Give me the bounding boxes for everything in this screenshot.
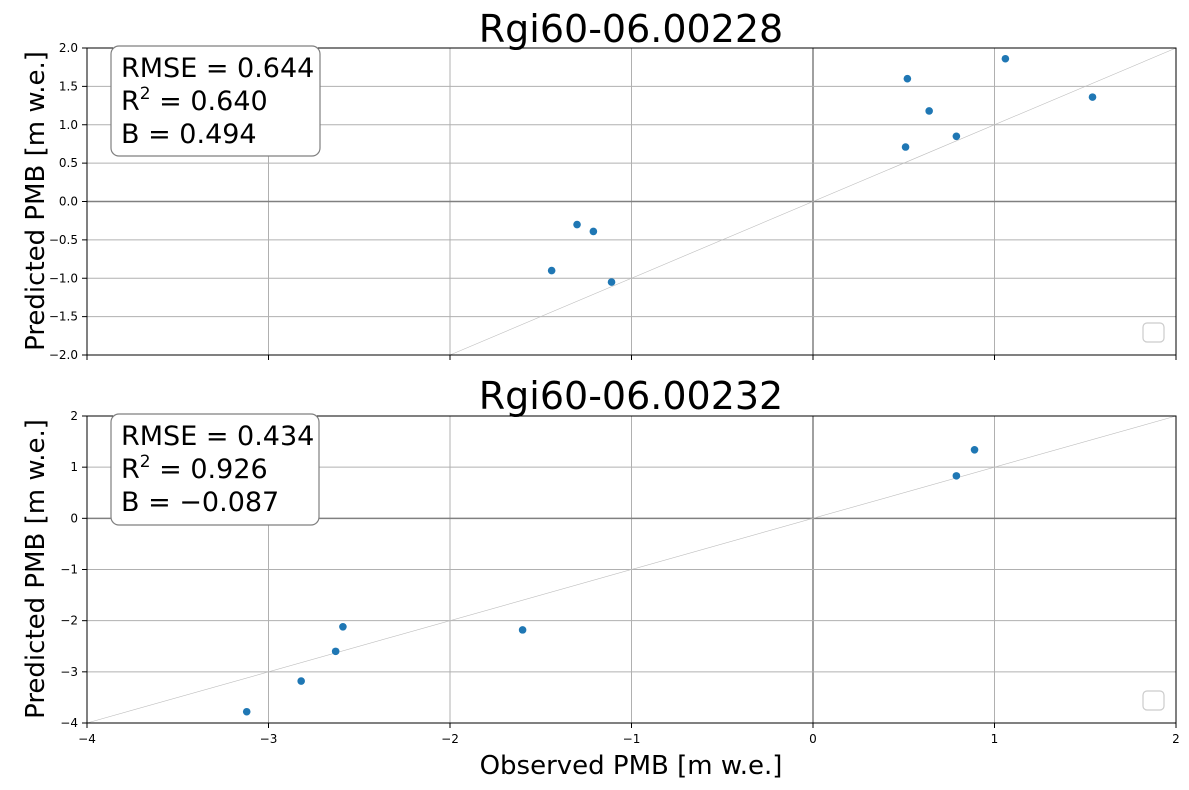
top-y-tick-label: −1.0: [49, 271, 78, 285]
bottom-r2-value: = 0.926: [151, 454, 268, 485]
bottom-x-tick-label: −2: [441, 732, 459, 746]
bottom-y-tick-label: −2: [60, 614, 78, 628]
top-y-tick-label: −2.0: [49, 348, 78, 362]
top-rmse-label: RMSE = 0.644: [121, 53, 314, 84]
top-data-point: [901, 143, 910, 151]
bottom-identity-line: [86, 415, 1177, 724]
bottom-panel-stats-box: RMSE = 0.434 R2 = 0.926 B = −0.087: [110, 413, 320, 526]
bottom-x-tick-label: 2: [1172, 732, 1180, 746]
top-panel-empty-legend: [1142, 322, 1165, 343]
top-y-tick-label: 0.5: [59, 156, 78, 170]
top-panel-y-axis-label: Predicted PMB [m w.e.]: [21, 51, 51, 351]
top-stats-box-frame: [110, 45, 321, 157]
bottom-data-point: [339, 623, 347, 631]
bottom-data-point: [518, 626, 527, 634]
top-panel-axes-frame: [86, 47, 1177, 356]
bottom-data-point: [952, 472, 961, 480]
bottom-y-tick-label: −4: [60, 716, 78, 730]
top-y-tick-label: 0.0: [59, 195, 78, 209]
bottom-x-tick-label: −1: [623, 732, 641, 746]
bottom-panel-data-points: [242, 445, 979, 716]
top-data-point: [952, 132, 961, 141]
top-data-point: [547, 266, 556, 275]
top-data-point: [925, 107, 933, 115]
bottom-data-point: [297, 677, 305, 685]
bottom-y-tick-label: 0: [70, 511, 78, 525]
bottom-r2-superscript: 2: [140, 452, 151, 472]
top-data-point: [607, 278, 616, 286]
top-panel-identity-line: [449, 47, 1177, 356]
top-data-point: [903, 74, 912, 83]
bottom-r2-prefix: R: [121, 454, 140, 485]
top-identity-line: [449, 47, 1177, 356]
bottom-data-point: [970, 445, 979, 454]
top-scatter-panel: Rgi60-06.00228 Predicted PMB [m w.e.] −2…: [21, 7, 1177, 362]
bottom-panel-y-axis-label: Predicted PMB [m w.e.]: [21, 419, 51, 719]
top-r2-prefix: R: [121, 86, 140, 117]
bottom-panel-x-axis-label: Observed PMB [m w.e.]: [480, 751, 783, 781]
top-panel-title: Rgi60-06.00228: [479, 7, 783, 51]
bottom-rmse-label: RMSE = 0.434: [121, 421, 314, 452]
bottom-scatter-panel: Rgi60-06.00232 Predicted PMB [m w.e.] Ob…: [21, 374, 1180, 781]
bottom-data-point: [331, 647, 340, 656]
bottom-bias-label: B = −0.087: [121, 487, 279, 518]
bottom-panel-identity-line: [86, 415, 1177, 724]
top-panel-tick-labels: −2.0 −1.5 −1.0 −0.5 0.0 0.5 1.0 1.5 2.0: [49, 41, 1177, 362]
bottom-stats-box-frame: [110, 413, 320, 526]
bottom-x-tick-label: −3: [260, 732, 278, 746]
bottom-x-tick-label: −4: [78, 732, 96, 746]
top-y-tick-label: 2.0: [59, 41, 78, 55]
top-y-tick-label: −0.5: [49, 233, 78, 247]
bottom-x-tick-label: 0: [809, 732, 817, 746]
bottom-panel-empty-legend: [1142, 690, 1165, 711]
top-data-point: [1001, 54, 1010, 63]
bottom-panel-axes-frame: [86, 415, 1177, 724]
top-data-point: [589, 227, 598, 236]
bottom-y-tick-label: 1: [70, 460, 78, 474]
bottom-r2-label: R2 = 0.926: [121, 452, 268, 485]
top-panel-stats-box: RMSE = 0.644 R2 = 0.640 B = 0.494: [110, 45, 321, 157]
top-r2-superscript: 2: [140, 84, 151, 104]
bottom-y-tick-label: 2: [70, 409, 78, 423]
top-y-tick-label: −1.5: [49, 310, 78, 324]
top-panel-data-points: [547, 54, 1097, 286]
bottom-x-tick-label: 1: [991, 732, 999, 746]
bottom-panel-tick-labels: −4 −3 −2 −1 0 1 2 −4 −3 −2 −1 0 1 2: [60, 409, 1180, 746]
top-r2-label: R2 = 0.640: [121, 84, 268, 117]
top-bias-label: B = 0.494: [121, 119, 257, 150]
top-y-tick-label: 1.5: [59, 79, 78, 93]
top-data-point: [573, 220, 581, 229]
bottom-panel-title: Rgi60-06.00232: [479, 374, 783, 418]
bottom-y-tick-label: −3: [60, 665, 78, 679]
bottom-data-point: [242, 707, 251, 716]
top-r2-value: = 0.640: [151, 86, 268, 117]
bottom-y-tick-label: −1: [60, 563, 78, 577]
top-y-tick-label: 1.0: [59, 118, 78, 132]
top-data-point: [1088, 93, 1097, 101]
